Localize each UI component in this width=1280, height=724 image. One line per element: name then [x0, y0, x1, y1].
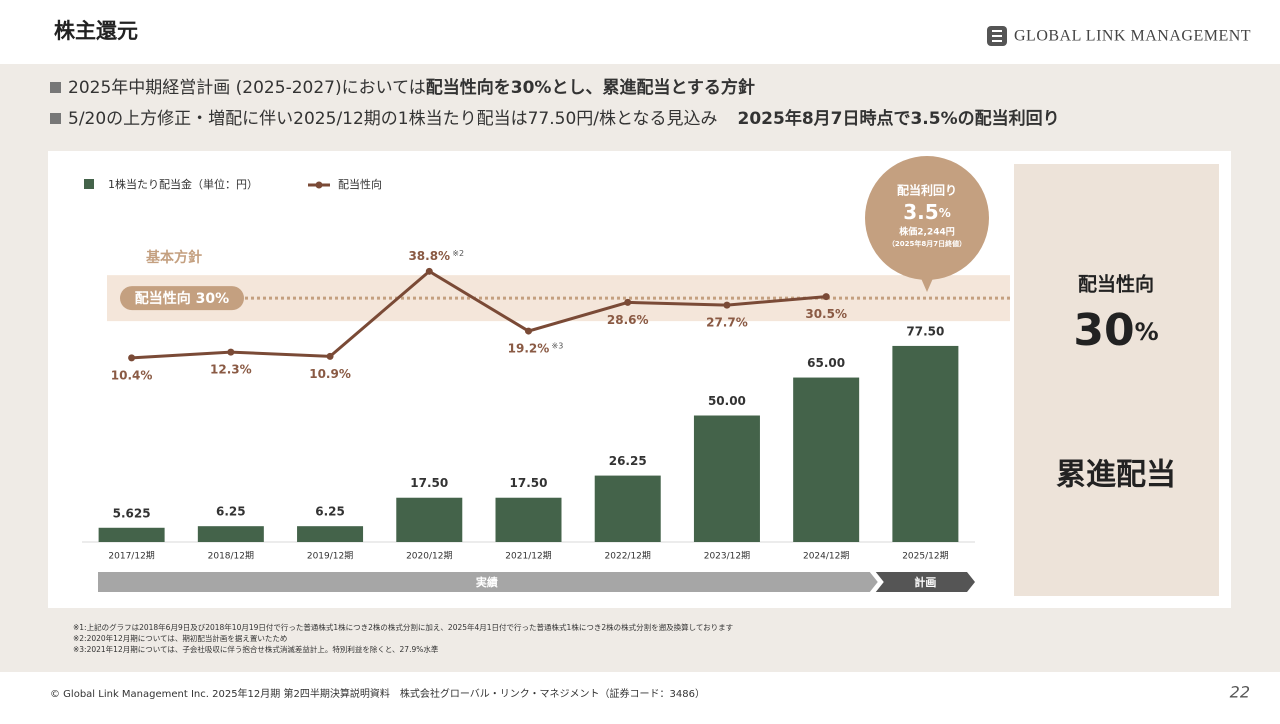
logo-text: GLOBAL LINK MANAGEMENT	[1014, 28, 1251, 45]
bullet-text: 2025年中期経営計画 (2025-2027)においては	[68, 78, 426, 98]
bubble-unit: %	[939, 206, 951, 220]
line-label: 10.9%	[309, 367, 351, 381]
line-point	[326, 352, 334, 360]
bubble-circle	[865, 156, 989, 280]
line-point	[525, 327, 532, 335]
bar-label: 5.625	[113, 506, 151, 520]
bubble-number: 3.5	[903, 200, 938, 224]
reference-title: 基本方針	[146, 249, 202, 266]
legend-dot	[315, 181, 323, 189]
line-label: 12.3%	[210, 363, 252, 377]
line-point	[723, 301, 731, 309]
legend-label: 配当性向	[338, 177, 382, 191]
phase-label: 計画	[914, 575, 936, 589]
right-panel	[1014, 164, 1219, 596]
phase-label: 実績	[476, 575, 498, 589]
bar	[197, 526, 264, 542]
bullet-bold: 2025年8月7日時点で3.5%の配当利回り	[738, 108, 1060, 129]
panel-number: 30	[1073, 305, 1134, 356]
annotation: ※3	[552, 342, 564, 351]
bar	[594, 475, 661, 542]
logo-icon	[987, 26, 1007, 46]
bar-label: 65.00	[807, 356, 845, 370]
bar	[396, 497, 463, 542]
bubble-value: 3.5%	[903, 200, 950, 224]
bubble-price: 株価2,244円	[899, 226, 954, 238]
x-tick-label: 2018/12期	[208, 551, 254, 562]
bubble-date: （2025年8月7日終値）	[888, 239, 966, 248]
bar	[98, 527, 165, 542]
panel-title: 配当性向	[1078, 273, 1154, 296]
bar	[693, 415, 760, 542]
bullet-icon	[50, 113, 61, 124]
line-label: 38.8%	[408, 249, 450, 263]
line-point	[624, 298, 632, 306]
x-tick-label: 2022/12期	[605, 551, 651, 562]
x-tick-label: 2020/12期	[406, 551, 452, 562]
x-tick-label: 2024/12期	[803, 551, 849, 562]
note: ※2:2020年12月期については、期初配当計画を据え置いたため	[73, 633, 287, 643]
bullet: 5/20の上方修正・増配に伴い2025/12期の1株当たり配当は77.50円/株…	[68, 108, 1060, 129]
line-label: 10.4%	[111, 368, 153, 382]
bar	[495, 497, 562, 542]
line-point	[227, 348, 235, 356]
bullet: 2025年中期経営計画 (2025-2027)においては配当性向を30%とし、累…	[68, 77, 755, 98]
line-point	[425, 267, 433, 275]
bar-label: 17.50	[410, 476, 448, 490]
line-label: 19.2%	[508, 342, 550, 356]
bubble-title: 配当利回り	[897, 183, 957, 198]
note: ※3:2021年12月期については、子会社吸収に伴う抱合せ株式消滅差益計上。特別…	[73, 644, 439, 654]
bar	[297, 526, 364, 542]
bar-label: 6.25	[216, 505, 246, 519]
bubble-tail	[920, 276, 934, 292]
legend-label: 1株当たり配当金（単位：円）	[108, 177, 258, 191]
legend-swatch	[84, 179, 94, 189]
x-tick-label: 2023/12期	[704, 551, 750, 562]
chart: 配当性向 30% 基本方針 5.625 6.25 6.25 17.50 17.50 26.25…	[82, 177, 1010, 592]
line-point	[822, 293, 830, 301]
phase-arrow	[98, 572, 878, 592]
panel-policy: 累進配当	[1056, 458, 1176, 493]
reference-pill	[120, 286, 244, 311]
footer-text: © Global Link Management Inc. 2025年12月期 …	[50, 687, 705, 700]
line-point	[128, 354, 136, 362]
bar-label: 50.00	[708, 394, 746, 408]
line	[131, 269, 827, 360]
page-title: 株主還元	[54, 19, 138, 43]
x-tick-label: 2021/12期	[505, 551, 551, 562]
x-tick-label: 2025/12期	[902, 551, 948, 562]
panel-unit: %	[1135, 318, 1159, 346]
line-label: 30.5%	[805, 307, 847, 321]
phase-arrow	[875, 572, 975, 592]
x-tick-label: 2017/12期	[108, 551, 154, 562]
bar-label: 77.50	[906, 324, 944, 338]
panel-value: 30%	[1073, 305, 1158, 356]
line-label: 28.6%	[607, 313, 649, 327]
x-tick-label: 2019/12期	[307, 551, 353, 562]
reference-label: 配当性向 30%	[135, 290, 229, 307]
bar	[892, 345, 959, 542]
bullet-bold: 配当性向を30%とし、累進配当とする方針	[426, 77, 755, 98]
bar-label: 17.50	[510, 476, 548, 490]
line-label: 27.7%	[706, 316, 748, 330]
annotation: ※2	[452, 249, 464, 258]
bar-label: 6.25	[315, 505, 345, 519]
bubble: 配当利回り 3.5% 株価2,244円 （2025年8月7日終値）	[865, 156, 989, 292]
page-number: 22	[1230, 683, 1250, 702]
bar	[793, 377, 860, 542]
bullet-icon	[50, 82, 61, 93]
bullet-text: 5/20の上方修正・増配に伴い2025/12期の1株当たり配当は77.50円/株…	[68, 109, 718, 129]
bar-label: 26.25	[609, 454, 647, 468]
note: ※1:上記のグラフは2018年6月9日及び2018年10月19日付で行った普通株…	[73, 622, 733, 632]
